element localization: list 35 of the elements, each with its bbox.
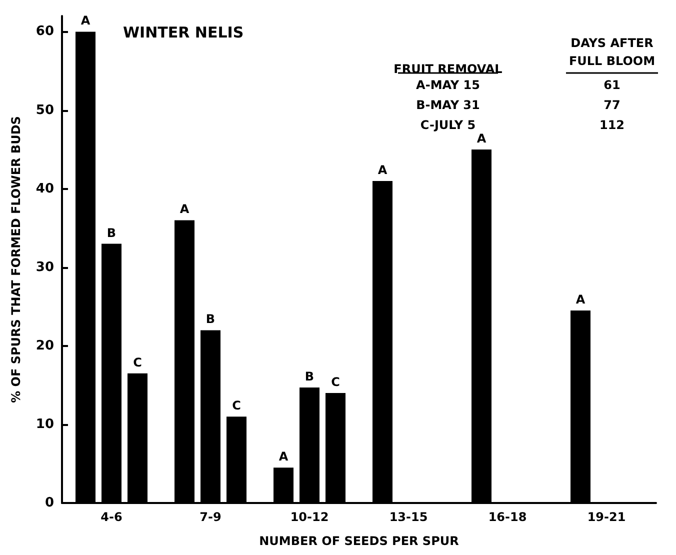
y-tick-label: 20 [36, 338, 54, 354]
x-tick-label: 16-18 [488, 510, 527, 524]
annotation: 61 [604, 78, 620, 92]
y-tick-label: 0 [44, 496, 54, 510]
annotation: C-JULY 5 [420, 118, 476, 132]
x-tick-label: 4-6 [100, 510, 122, 524]
annotation: 112 [599, 118, 625, 132]
text: A [278, 450, 288, 464]
annotation: B-MAY 31 [416, 98, 480, 112]
text: A [476, 132, 486, 146]
text: WINTER NELIS [123, 24, 244, 42]
series-label: A [80, 14, 91, 28]
text: A [576, 292, 586, 307]
text: C [232, 398, 241, 413]
y-tick-label: 10 [36, 416, 54, 432]
y-tick-label: 40 [36, 181, 54, 196]
y-tick-label: 50 [36, 102, 54, 118]
annotation: DAYS AFTER FULL BLOOM [568, 36, 656, 68]
annotation: 77 [604, 98, 620, 112]
text: C [331, 375, 340, 390]
text: A [180, 202, 190, 216]
x-tick-label: 7-9 [200, 510, 222, 524]
series-label: B [106, 226, 116, 240]
x-axis-title: NUMBER OF SEEDS PER SPUR [259, 534, 459, 548]
annotation: A-MAY 15 [416, 78, 480, 92]
x-tick-label: 10-12 [290, 510, 329, 524]
text: A [378, 162, 388, 177]
text: B [206, 312, 216, 326]
series-label: C [133, 355, 142, 370]
x-tick-label: 13-15 [389, 510, 428, 524]
y-axis-title: % OF SPURS THAT FORMED FLOWER BUDS [9, 116, 23, 403]
x-tick-label: 19-21 [587, 510, 626, 524]
text: B [304, 370, 314, 384]
y-tick-label: 60 [36, 24, 54, 40]
y-tick-label: 30 [36, 260, 54, 275]
